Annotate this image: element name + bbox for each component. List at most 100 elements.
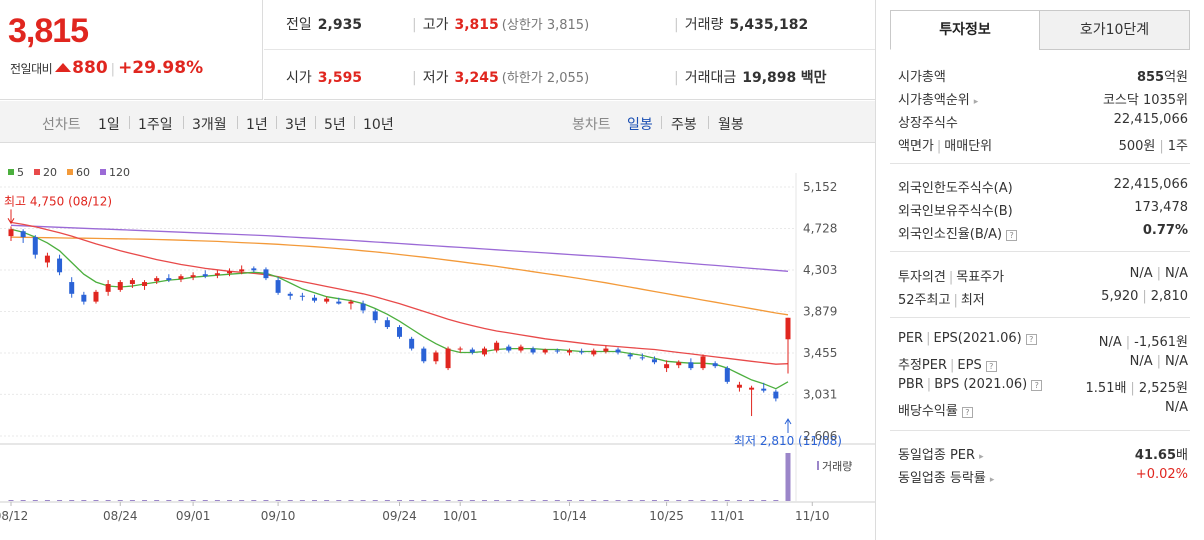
info-divider — [890, 251, 1190, 252]
period-monthly[interactable]: 월봉 — [718, 117, 744, 133]
up-arrow-icon — [55, 63, 72, 72]
info-section-industry: 동일업종 PER ▸ 41.65배 동일업종 등락률 ▸ +0.02% — [898, 441, 1188, 487]
info-section-valuation: PER | EPS(2021.06)? N/A | -1,561원 추정PER | EPS?… — [898, 328, 1188, 420]
x-tick-label: 09/10 — [261, 509, 296, 523]
volume-bar — [8, 500, 14, 501]
volume-bar — [676, 500, 682, 501]
volume-bar — [263, 500, 269, 501]
chart-grid — [0, 173, 875, 503]
candle-body — [20, 231, 26, 238]
ma-line-ma120 — [10, 224, 789, 272]
help-icon[interactable]: ? — [985, 361, 997, 372]
candle-body — [275, 280, 281, 293]
period-3y[interactable]: 3년 — [285, 117, 307, 133]
candle-body — [299, 295, 305, 297]
period-1d[interactable]: 1일 — [98, 117, 120, 133]
ma-line-ma60 — [10, 236, 789, 316]
period-1w[interactable]: 1주일 — [138, 117, 173, 133]
legend-label-ma120: 120 — [109, 166, 130, 179]
candle-body — [506, 346, 512, 351]
volume-bar — [421, 500, 427, 501]
caret-right-icon[interactable]: ▸ — [973, 97, 979, 107]
period-daily[interactable]: 일봉 — [627, 117, 653, 133]
candle-body — [664, 364, 670, 369]
chart-toolbar: 선차트 1일 1주일 3개월 1년 3년 5년 10년 봉차트 일봉 주봉 월봉 — [0, 101, 875, 143]
y-tick-label: 5,152 — [803, 180, 837, 194]
legend-label-ma5: 5 — [17, 166, 24, 179]
period-1y[interactable]: 1년 — [246, 117, 268, 133]
volume-bar — [57, 500, 63, 501]
volume-bar — [639, 500, 645, 501]
candle-body — [627, 354, 633, 357]
period-weekly[interactable]: 주봉 — [671, 117, 697, 133]
candle-body — [384, 320, 390, 328]
period-3m[interactable]: 3개월 — [192, 117, 227, 133]
candle-body — [566, 350, 572, 353]
volume-bar — [299, 500, 305, 501]
candle-body — [312, 297, 318, 301]
candle-body — [32, 237, 38, 255]
caret-right-icon[interactable]: ▸ — [979, 452, 984, 462]
tab-orderbook[interactable]: 호가10단계 — [1039, 10, 1190, 50]
volume-bar — [324, 500, 330, 501]
stat-open: 시가 3,595 — [286, 70, 363, 86]
ma-line-ma5 — [10, 228, 789, 390]
help-icon[interactable]: ? — [1006, 230, 1018, 241]
candle-body — [712, 363, 718, 367]
stat-low: | 저가 3,245 (하한가 2,055) — [412, 70, 590, 86]
volume-bar — [312, 500, 318, 501]
candle-body — [190, 275, 196, 278]
change-amount: 880 — [72, 58, 108, 78]
high-arrow-head-icon — [7, 218, 15, 225]
volume-bar — [154, 500, 160, 501]
help-icon[interactable]: ? — [1025, 334, 1037, 345]
x-tick-label: 11/10 — [795, 509, 830, 523]
ma-line-ma20 — [10, 221, 789, 365]
info-row-par-value: 액면가 | 매매단위 500원 | 1주 — [898, 139, 1188, 154]
line-chart-label: 선차트 — [42, 117, 81, 133]
volume-bar — [214, 500, 220, 501]
volume-bar — [166, 500, 172, 501]
candle-body — [227, 271, 233, 274]
period-10y[interactable]: 10년 — [363, 117, 394, 133]
volume-bar — [688, 500, 694, 501]
candle-body — [676, 362, 682, 366]
y-tick-label: 4,303 — [803, 263, 837, 277]
x-tick-label: 08/12 — [0, 509, 28, 523]
legend-swatch-ma20 — [34, 169, 40, 175]
candle-body — [639, 357, 645, 359]
volume-bar — [81, 500, 87, 501]
info-row-market-cap: 시가총액 855억원 — [898, 70, 1188, 85]
candle-body — [8, 229, 14, 237]
candle-body — [166, 278, 172, 281]
info-tabs: 투자정보 호가10단계 — [890, 10, 1190, 50]
period-5y[interactable]: 5년 — [324, 117, 346, 133]
info-row-est-per: 추정PER | EPS? N/A | N/A — [898, 354, 1188, 373]
ma-legend: 5 20 60 120 — [8, 166, 130, 179]
price-box: 3,815 전일대비 880 | +29.98% — [0, 0, 263, 100]
candle-body — [129, 280, 135, 285]
y-tick-label: 2,606 — [803, 429, 837, 443]
candle-body — [397, 327, 402, 337]
help-icon[interactable]: ? — [1031, 380, 1043, 391]
x-tick-label: 10/01 — [443, 509, 478, 523]
info-row-dividend: 배당수익률? N/A — [898, 400, 1188, 419]
volume-bar — [506, 500, 512, 501]
tab-investment-info[interactable]: 투자정보 — [890, 10, 1040, 50]
info-section-foreign: 외국인한도주식수(A) 22,415,066 외국인보유주식수(B) 173,4… — [898, 174, 1188, 243]
info-section-market-cap: 시가총액 855억원 시가총액순위 ▸ 코스닥 1035위 상장주식수 22,41… — [898, 63, 1188, 155]
stat-amount: | 거래대금 19,898 백만 — [674, 70, 827, 86]
candle-body — [688, 362, 694, 369]
candle-body — [178, 276, 184, 280]
x-axis: 08/12 08/24 09/01 09/10 09/24 10/01 10/14 10/25… — [0, 502, 830, 523]
candles — [8, 226, 791, 417]
volume-bar — [494, 500, 500, 501]
candle-body — [372, 311, 378, 321]
help-icon[interactable]: ? — [961, 407, 973, 418]
candle-body — [494, 342, 500, 351]
caret-right-icon[interactable]: ▸ — [989, 475, 995, 485]
candle-body — [579, 351, 585, 353]
candle-body — [81, 294, 87, 302]
volume-bar — [336, 500, 342, 501]
candle-body — [57, 258, 63, 273]
